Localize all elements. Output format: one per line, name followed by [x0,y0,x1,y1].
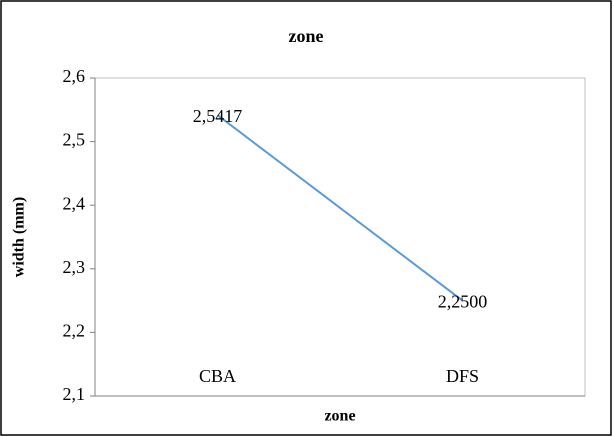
line-series [216,114,464,302]
y-tick-label: 2,3 [63,257,86,277]
x-tick-label: CBA [199,366,236,386]
x-axis-label: zone [324,408,355,425]
data-label: 2,2500 [438,292,488,312]
x-tick-label: DFS [446,366,479,386]
chart-title: zone [289,26,324,46]
y-tick-label: 2,4 [63,193,86,213]
y-axis-label: width (mm) [11,197,28,277]
data-label: 2,5417 [193,106,243,126]
y-tick-label: 2,5 [63,130,86,150]
y-tick-label: 2,6 [63,66,86,86]
y-tick-label: 2,1 [63,384,86,404]
y-tick-label: 2,2 [63,321,86,341]
